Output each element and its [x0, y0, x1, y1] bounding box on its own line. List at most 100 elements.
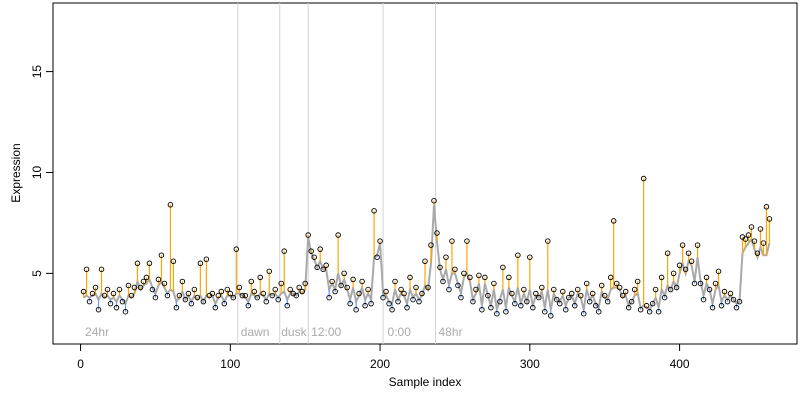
x-tick-label: 400: [670, 357, 690, 371]
point: [757, 226, 764, 232]
point: [742, 236, 749, 242]
point: [365, 286, 371, 293]
point: [583, 280, 590, 287]
point: [152, 294, 159, 301]
point: [631, 286, 638, 293]
x-axis-label: Sample index: [389, 375, 462, 389]
point: [545, 238, 551, 244]
point: [661, 294, 668, 301]
point: [149, 286, 156, 293]
point: [500, 264, 506, 271]
point: [727, 290, 734, 297]
point: [128, 292, 135, 299]
point: [431, 197, 437, 204]
point: [446, 286, 452, 293]
annotation: dusk: [281, 325, 307, 339]
point: [386, 300, 392, 307]
point: [323, 262, 329, 269]
point: [419, 290, 425, 297]
point: [604, 298, 611, 305]
point: [437, 264, 443, 271]
point: [676, 262, 683, 269]
point: [527, 254, 533, 260]
point: [350, 276, 356, 283]
point: [754, 250, 761, 256]
point: [197, 260, 204, 267]
point: [236, 284, 243, 291]
point: [80, 288, 87, 295]
point: [470, 298, 476, 305]
point: [371, 208, 377, 214]
point: [464, 238, 470, 244]
point: [122, 308, 129, 315]
point: [473, 286, 479, 293]
point: [422, 258, 428, 265]
point: [233, 246, 240, 252]
point: [542, 308, 548, 315]
point: [700, 296, 707, 303]
point: [284, 302, 290, 309]
point: [404, 304, 410, 311]
point: [640, 175, 647, 182]
point: [712, 280, 719, 287]
point: [302, 280, 308, 287]
point: [332, 288, 338, 295]
point: [428, 242, 434, 248]
point: [575, 286, 581, 293]
point: [164, 292, 171, 299]
point: [296, 284, 302, 291]
point: [263, 298, 270, 305]
point: [83, 266, 90, 273]
point: [560, 288, 566, 295]
point: [251, 288, 258, 295]
point: [173, 304, 180, 311]
point: [158, 252, 165, 258]
point: [248, 278, 255, 285]
point: [311, 254, 317, 260]
point: [287, 286, 293, 293]
point: [425, 284, 431, 291]
point: [577, 292, 584, 299]
point: [592, 302, 599, 309]
point: [194, 294, 201, 301]
point: [586, 298, 593, 305]
point: [709, 304, 716, 311]
point: [721, 288, 728, 295]
point: [362, 302, 368, 309]
point: [688, 258, 695, 265]
point: [673, 284, 680, 291]
point: [610, 218, 617, 224]
point: [467, 274, 473, 281]
point: [119, 298, 126, 305]
point: [368, 300, 374, 307]
point: [736, 298, 743, 305]
point: [718, 302, 725, 309]
point: [748, 224, 755, 230]
point: [395, 298, 401, 305]
point: [176, 292, 183, 299]
point: [619, 292, 626, 299]
point: [637, 306, 644, 313]
point: [110, 290, 117, 297]
point: [134, 260, 141, 267]
point: [682, 266, 689, 273]
point: [275, 296, 281, 303]
y-axis-label: Expression: [9, 143, 23, 202]
point: [401, 290, 407, 297]
point: [521, 286, 527, 293]
point: [260, 290, 267, 297]
point: [643, 302, 650, 309]
point: [518, 302, 524, 309]
point: [410, 296, 416, 303]
point: [515, 252, 521, 258]
annotation: 24hr: [85, 325, 109, 339]
point: [751, 238, 758, 244]
point: [104, 286, 111, 293]
point: [551, 286, 557, 293]
point: [655, 308, 662, 315]
point: [254, 294, 261, 301]
point: [335, 232, 341, 238]
point: [224, 286, 231, 293]
point: [503, 308, 509, 315]
